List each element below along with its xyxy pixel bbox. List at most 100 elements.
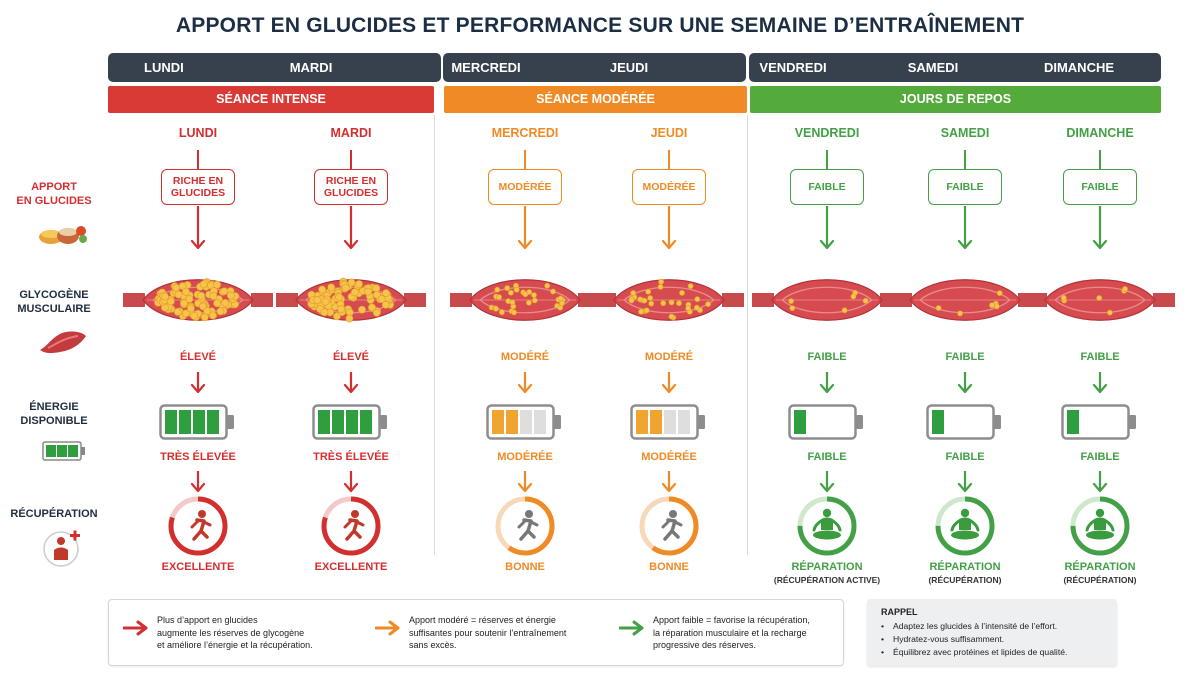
muscle-glycogen: [752, 265, 902, 335]
energy-battery: [159, 404, 237, 440]
battery-icon: [788, 404, 863, 440]
legend-text: Apport faible = favorise la récupération…: [653, 615, 810, 650]
food-icon: [39, 226, 87, 244]
intake-box: RICHE EN GLUCIDES: [314, 169, 388, 205]
arrow-down-icon: [819, 204, 835, 250]
arrow-down-icon: [957, 370, 973, 394]
energy-battery: [486, 404, 564, 440]
arrow-down-icon: [343, 204, 359, 250]
recovery-indicator: [319, 494, 383, 558]
recovery-ring: [1070, 496, 1130, 556]
battery-icon: [159, 404, 234, 440]
band-day-label: SAMEDI: [907, 60, 959, 75]
section-divider: [434, 115, 435, 555]
recovery-ring: [639, 496, 699, 556]
energy-level: MODÉRÉE: [641, 451, 697, 463]
energy-level: FAIBLE: [945, 451, 985, 463]
recovery-ring: [168, 496, 228, 556]
category-moderate: SÉANCE MODÉRÉE: [444, 86, 747, 113]
connector-line: [1099, 150, 1101, 169]
recovery-level: EXCELLENTE: [314, 561, 388, 573]
meditation-icon: [1085, 508, 1115, 540]
reminder-item: Adaptez les glucides à l’intensité de l’…: [881, 620, 1067, 633]
legend-text: Apport modéré = réserves et énergie suff…: [409, 615, 567, 650]
day-column: MERCREDI MODÉRÉE MODÉRÉ MODÉRÉE BONNE: [450, 0, 600, 600]
runner-icon: [661, 510, 683, 541]
arrow-down-icon: [819, 469, 835, 493]
energy-battery: [630, 404, 708, 440]
energy-battery: [312, 404, 390, 440]
muscle-fiber-icon: [890, 279, 1040, 321]
glycogen-level: ÉLEVÉ: [332, 351, 370, 363]
day-column: JEUDI MODÉRÉE MODÉRÉ MODÉRÉE BONNE: [594, 0, 744, 600]
energy-level: MODÉRÉE: [497, 451, 553, 463]
day-column: LUNDI RICHE EN GLUCIDES ÉLEVÉ TRÈS ÉLEVÉE…: [123, 0, 273, 600]
intake-box: FAIBLE: [1063, 169, 1137, 205]
runner-icon: [343, 510, 365, 541]
recovery-level: BONNE: [505, 561, 545, 573]
recovery-indicator: [795, 494, 859, 558]
day-name: MERCREDI: [491, 126, 559, 140]
recovery-level: RÉPARATION: [1064, 561, 1136, 573]
muscle-fiber-icon: [1025, 279, 1175, 321]
connector-line: [524, 150, 526, 169]
muscle-fiber-icon: [450, 279, 600, 321]
recovery-sub-label: (RÉCUPÉRATION): [1063, 575, 1137, 585]
glycogen-level: MODÉRÉ: [500, 351, 550, 363]
recovery-indicator: [493, 494, 557, 558]
recovery-ring: [797, 496, 857, 556]
day-name: LUNDI: [178, 126, 218, 140]
page-title: APPORT EN GLUCIDES ET PERFORMANCE SUR UN…: [175, 14, 1025, 37]
day-name: JEUDI: [650, 126, 688, 140]
day-name: DIMANCHE: [1066, 126, 1134, 140]
recovery-indicator: [637, 494, 701, 558]
reminder-title: RAPPEL: [881, 607, 918, 617]
arrow-down-icon: [517, 469, 533, 493]
battery-icon: [486, 404, 561, 440]
energy-level: FAIBLE: [1080, 451, 1120, 463]
runner-icon: [517, 510, 539, 541]
muscle-fiber-icon: [752, 279, 902, 321]
meditation-icon: [812, 508, 842, 540]
legend-panel: Plus d’apport en glucides augmente les r…: [108, 599, 844, 666]
recovery-level: RÉPARATION: [929, 561, 1001, 573]
connector-line: [964, 150, 966, 169]
intake-box: RICHE EN GLUCIDES: [161, 169, 235, 205]
runner-icon: [190, 510, 212, 541]
energy-battery: [788, 404, 866, 440]
energy-battery: [926, 404, 1004, 440]
reminder-panel: RAPPEL Adaptez les glucides à l’intensit…: [867, 599, 1117, 666]
recovery-ring: [495, 496, 555, 556]
intake-box: FAIBLE: [790, 169, 864, 205]
arrow-down-icon: [957, 204, 973, 250]
intake-box: FAIBLE: [928, 169, 1002, 205]
muscle-glycogen: [890, 265, 1040, 335]
day-band-moderate: MERCREDI JEUDI: [443, 53, 746, 82]
legend-text: Plus d’apport en glucides augmente les r…: [157, 615, 313, 650]
connector-line: [350, 150, 352, 169]
band-day-label: DIMANCHE: [1043, 60, 1115, 75]
day-band-intense: LUNDI MARDI: [108, 53, 441, 82]
muscle-glycogen: [1025, 265, 1175, 335]
arrow-down-icon: [1092, 204, 1108, 250]
recovery-ring: [321, 496, 381, 556]
band-day-label: JEUDI: [609, 60, 649, 75]
day-column: DIMANCHE FAIBLE FAIBLE FAIBLE RÉPARATION (…: [1025, 0, 1175, 600]
arrow-down-icon: [661, 370, 677, 394]
glycogen-level: MODÉRÉ: [644, 351, 694, 363]
recovery-indicator: [166, 494, 230, 558]
glycogen-level: FAIBLE: [807, 351, 847, 363]
muscle-fiber-icon: [276, 277, 426, 323]
connector-line: [826, 150, 828, 169]
arrow-down-icon: [190, 204, 206, 250]
band-day-label: LUNDI: [144, 60, 184, 75]
day-name: MARDI: [330, 126, 372, 140]
intake-box: MODÉRÉE: [488, 169, 562, 205]
energy-battery: [1061, 404, 1139, 440]
arrow-down-icon: [957, 469, 973, 493]
day-name: VENDREDI: [794, 126, 860, 140]
connector-line: [197, 150, 199, 169]
day-column: SAMEDI FAIBLE FAIBLE FAIBLE RÉPARATION (RÉ…: [890, 0, 1040, 600]
recovery-sub-label: (RÉCUPÉRATION ACTIVE): [773, 575, 881, 585]
day-name: SAMEDI: [940, 126, 990, 140]
